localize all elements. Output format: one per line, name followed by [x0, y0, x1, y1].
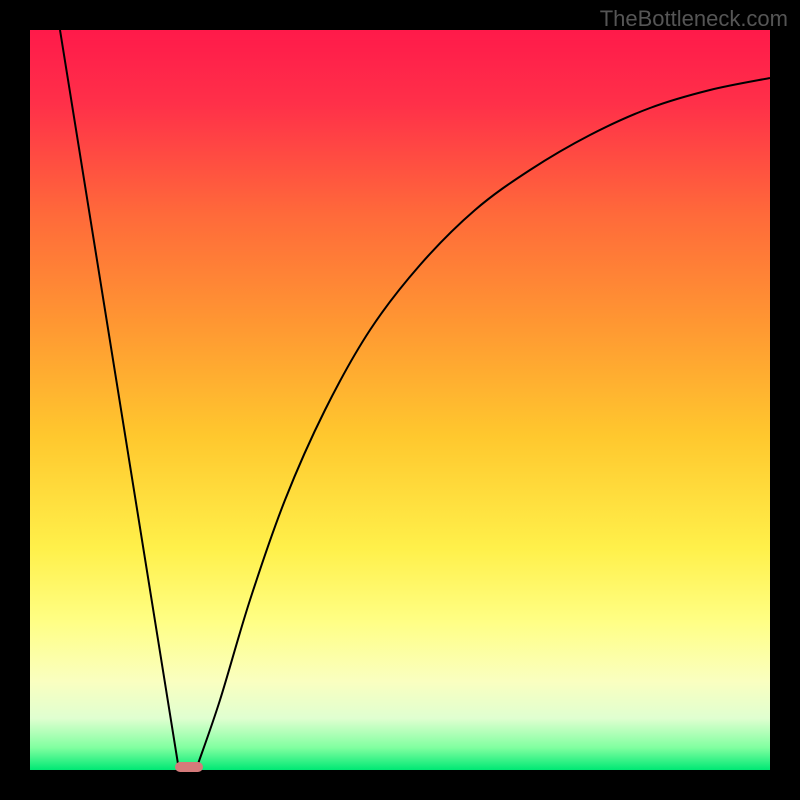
gradient-background — [30, 30, 770, 770]
frame-left — [0, 0, 30, 800]
minimum-marker — [175, 762, 203, 772]
frame-right — [770, 0, 800, 800]
chart-svg — [0, 0, 800, 800]
frame-bottom — [0, 770, 800, 800]
bottleneck-chart: TheBottleneck.com — [0, 0, 800, 800]
watermark-text: TheBottleneck.com — [600, 6, 788, 32]
